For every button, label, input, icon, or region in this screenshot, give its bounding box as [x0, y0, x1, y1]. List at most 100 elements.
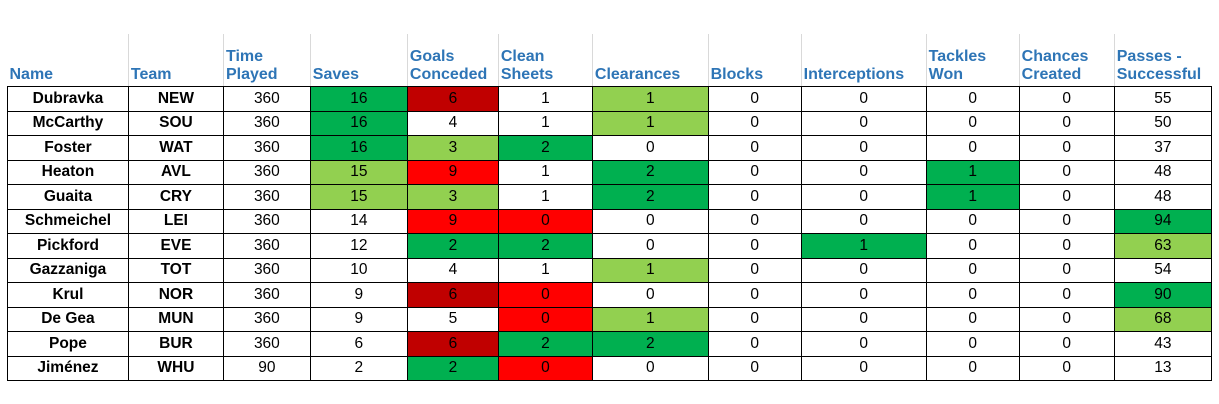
cell-interceptions[interactable]: 0 — [800, 282, 927, 308]
cell-clean-sheets[interactable]: 0 — [497, 306, 593, 332]
cell-blocks[interactable]: 0 — [707, 208, 802, 234]
col-header-chances-created[interactable]: Chances Created — [1018, 34, 1115, 87]
col-header-tackles-won[interactable]: Tackles Won — [925, 34, 1020, 87]
cell-tackles-won[interactable]: 0 — [925, 331, 1020, 357]
cell-time-played[interactable]: 90 — [222, 355, 311, 381]
cell-clearances[interactable]: 0 — [591, 282, 709, 308]
cell-name[interactable]: Guaita — [7, 184, 129, 210]
cell-interceptions[interactable]: 0 — [800, 306, 927, 332]
cell-saves[interactable]: 12 — [309, 233, 408, 259]
cell-interceptions[interactable]: 0 — [800, 355, 927, 381]
cell-tackles-won[interactable]: 0 — [925, 86, 1020, 112]
cell-chances-created[interactable]: 0 — [1018, 184, 1115, 210]
cell-time-played[interactable]: 360 — [222, 184, 311, 210]
cell-name[interactable]: Foster — [7, 135, 129, 161]
cell-saves[interactable]: 14 — [309, 208, 408, 234]
cell-goals-conceded[interactable]: 2 — [406, 233, 499, 259]
cell-saves[interactable]: 16 — [309, 110, 408, 136]
cell-passes-successful[interactable]: 13 — [1113, 355, 1213, 381]
cell-name[interactable]: Jiménez — [7, 355, 129, 381]
cell-passes-successful[interactable]: 54 — [1113, 257, 1213, 283]
cell-time-played[interactable]: 360 — [222, 257, 311, 283]
cell-clearances[interactable]: 2 — [591, 184, 709, 210]
cell-chances-created[interactable]: 0 — [1018, 355, 1115, 381]
cell-clean-sheets[interactable]: 2 — [497, 135, 593, 161]
cell-saves[interactable]: 10 — [309, 257, 408, 283]
cell-clearances[interactable]: 0 — [591, 355, 709, 381]
cell-time-played[interactable]: 360 — [222, 282, 311, 308]
cell-passes-successful[interactable]: 37 — [1113, 135, 1213, 161]
cell-clean-sheets[interactable]: 1 — [497, 110, 593, 136]
cell-passes-successful[interactable]: 48 — [1113, 159, 1213, 185]
cell-clean-sheets[interactable]: 1 — [497, 159, 593, 185]
cell-blocks[interactable]: 0 — [707, 331, 802, 357]
cell-interceptions[interactable]: 0 — [800, 86, 927, 112]
cell-time-played[interactable]: 360 — [222, 110, 311, 136]
cell-name[interactable]: Gazzaniga — [7, 257, 129, 283]
cell-time-played[interactable]: 360 — [222, 135, 311, 161]
cell-clean-sheets[interactable]: 2 — [497, 233, 593, 259]
cell-team[interactable]: EVE — [127, 233, 224, 259]
col-header-passes-successful[interactable]: Passes - Successful — [1113, 34, 1212, 87]
col-header-time-played[interactable]: Time Played — [222, 34, 311, 87]
cell-clearances[interactable]: 2 — [591, 159, 709, 185]
cell-goals-conceded[interactable]: 6 — [406, 282, 499, 308]
cell-saves[interactable]: 16 — [309, 86, 408, 112]
cell-saves[interactable]: 9 — [309, 306, 408, 332]
cell-goals-conceded[interactable]: 3 — [406, 135, 499, 161]
cell-clean-sheets[interactable]: 1 — [497, 184, 593, 210]
cell-interceptions[interactable]: 0 — [800, 184, 927, 210]
cell-name[interactable]: De Gea — [7, 306, 129, 332]
cell-team[interactable]: WAT — [127, 135, 224, 161]
cell-team[interactable]: TOT — [127, 257, 224, 283]
cell-blocks[interactable]: 0 — [707, 233, 802, 259]
cell-time-played[interactable]: 360 — [222, 208, 311, 234]
col-header-saves[interactable]: Saves — [309, 34, 408, 87]
cell-time-played[interactable]: 360 — [222, 233, 311, 259]
cell-clean-sheets[interactable]: 1 — [497, 257, 593, 283]
cell-chances-created[interactable]: 0 — [1018, 282, 1115, 308]
cell-goals-conceded[interactable]: 5 — [406, 306, 499, 332]
cell-team[interactable]: SOU — [127, 110, 224, 136]
cell-blocks[interactable]: 0 — [707, 306, 802, 332]
cell-blocks[interactable]: 0 — [707, 110, 802, 136]
cell-chances-created[interactable]: 0 — [1018, 257, 1115, 283]
cell-saves[interactable]: 6 — [309, 331, 408, 357]
cell-clearances[interactable]: 1 — [591, 306, 709, 332]
cell-clearances[interactable]: 1 — [591, 86, 709, 112]
cell-interceptions[interactable]: 0 — [800, 110, 927, 136]
col-header-name[interactable]: Name — [7, 34, 129, 87]
cell-blocks[interactable]: 0 — [707, 184, 802, 210]
cell-interceptions[interactable]: 0 — [800, 331, 927, 357]
cell-chances-created[interactable]: 0 — [1018, 208, 1115, 234]
cell-tackles-won[interactable]: 0 — [925, 282, 1020, 308]
cell-passes-successful[interactable]: 90 — [1113, 282, 1213, 308]
col-header-interceptions[interactable]: Interceptions — [800, 34, 927, 87]
cell-team[interactable]: BUR — [127, 331, 224, 357]
cell-goals-conceded[interactable]: 6 — [406, 331, 499, 357]
cell-chances-created[interactable]: 0 — [1018, 86, 1115, 112]
cell-team[interactable]: CRY — [127, 184, 224, 210]
cell-goals-conceded[interactable]: 9 — [406, 159, 499, 185]
cell-chances-created[interactable]: 0 — [1018, 331, 1115, 357]
cell-clearances[interactable]: 0 — [591, 233, 709, 259]
cell-passes-successful[interactable]: 68 — [1113, 306, 1213, 332]
cell-clearances[interactable]: 0 — [591, 208, 709, 234]
cell-clean-sheets[interactable]: 2 — [497, 331, 593, 357]
cell-chances-created[interactable]: 0 — [1018, 135, 1115, 161]
cell-interceptions[interactable]: 0 — [800, 159, 927, 185]
cell-interceptions[interactable]: 0 — [800, 208, 927, 234]
cell-tackles-won[interactable]: 0 — [925, 257, 1020, 283]
cell-chances-created[interactable]: 0 — [1018, 159, 1115, 185]
cell-blocks[interactable]: 0 — [707, 355, 802, 381]
cell-name[interactable]: Schmeichel — [7, 208, 129, 234]
cell-passes-successful[interactable]: 48 — [1113, 184, 1213, 210]
cell-tackles-won[interactable]: 0 — [925, 110, 1020, 136]
cell-time-played[interactable]: 360 — [222, 159, 311, 185]
cell-goals-conceded[interactable]: 4 — [406, 110, 499, 136]
cell-name[interactable]: Heaton — [7, 159, 129, 185]
cell-goals-conceded[interactable]: 6 — [406, 86, 499, 112]
cell-clearances[interactable]: 0 — [591, 135, 709, 161]
cell-tackles-won[interactable]: 1 — [925, 184, 1020, 210]
cell-tackles-won[interactable]: 0 — [925, 355, 1020, 381]
